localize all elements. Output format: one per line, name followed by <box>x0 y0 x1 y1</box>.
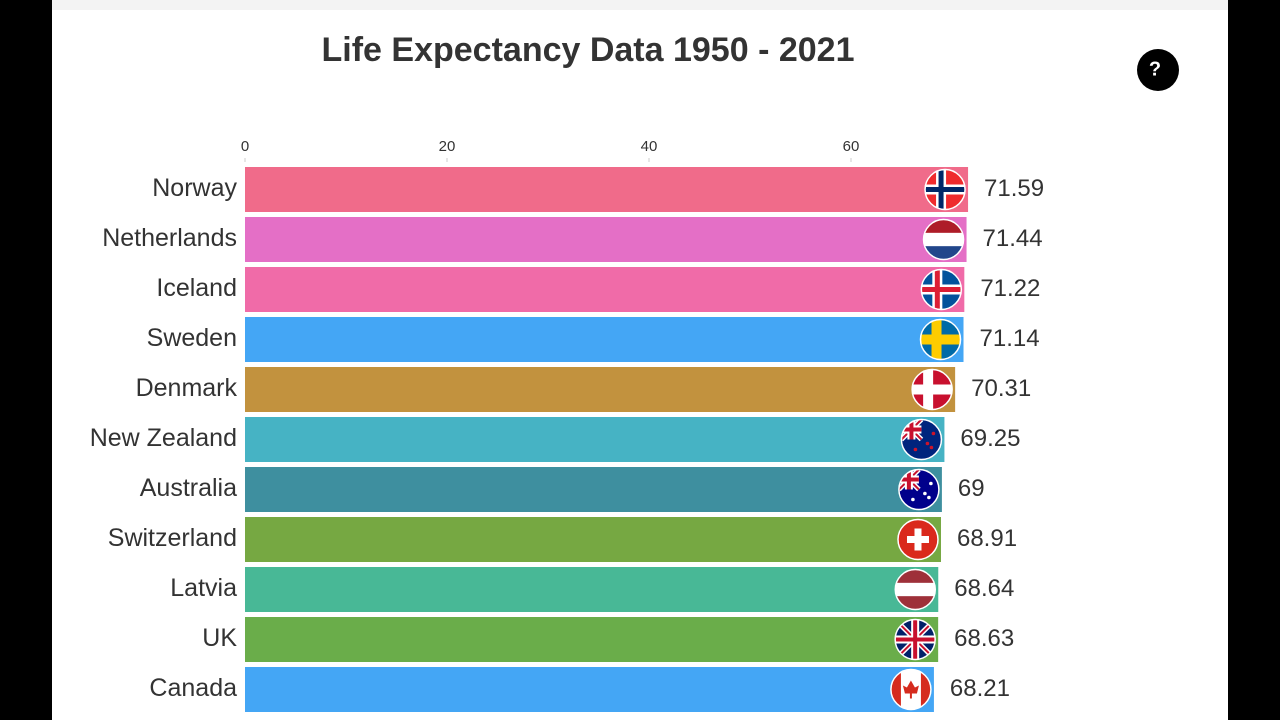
category-label: Netherlands <box>102 224 237 252</box>
category-label: New Zealand <box>90 424 237 452</box>
value-label: 71.22 <box>980 275 1040 302</box>
flag-outline <box>898 468 940 511</box>
flag-outline <box>922 218 965 261</box>
category-label: UK <box>202 624 237 652</box>
flag-cross <box>906 469 911 490</box>
flag-cross <box>909 419 914 440</box>
flag-star <box>923 491 927 496</box>
flag <box>921 269 962 310</box>
bar <box>245 467 942 512</box>
flag-cross <box>938 169 944 210</box>
value-label: 69 <box>958 475 985 502</box>
flag <box>925 169 966 210</box>
x-tick-label: 0 <box>241 138 249 155</box>
flag-cross <box>925 369 931 410</box>
flag-outline <box>894 568 937 611</box>
flag <box>912 369 953 410</box>
flag-cross <box>914 528 922 551</box>
flag <box>895 619 936 660</box>
value-label: 69.25 <box>960 425 1020 452</box>
x-tick-label: 20 <box>439 138 456 155</box>
flag-outline <box>897 518 939 561</box>
chart-title: Life Expectancy Data 1950 - 2021 <box>322 31 855 69</box>
bar <box>245 417 945 462</box>
category-label: Sweden <box>147 324 237 352</box>
flag-band <box>920 669 931 710</box>
x-tick-label: 40 <box>641 138 658 155</box>
flag-stripe <box>923 232 964 247</box>
value-label: 71.59 <box>984 175 1044 202</box>
flag-cross <box>912 387 953 392</box>
flag-cross <box>934 319 940 360</box>
value-label: 68.63 <box>954 625 1014 652</box>
category-label: Canada <box>149 674 237 702</box>
bar <box>245 267 965 312</box>
value-label: 68.21 <box>950 675 1010 702</box>
bar <box>245 217 967 262</box>
flag-outline <box>924 168 966 211</box>
bar <box>245 617 939 662</box>
top-strip <box>52 0 1228 10</box>
flag-cross <box>913 619 918 660</box>
flag-cross <box>920 337 961 342</box>
flag-outline <box>890 668 932 711</box>
flag-star <box>929 481 933 486</box>
flag-cross <box>925 187 966 192</box>
value-label: 70.31 <box>971 375 1031 402</box>
flag-outline <box>919 318 962 361</box>
flag-star <box>931 431 936 436</box>
value-label: 71.14 <box>980 325 1040 352</box>
flag-outline <box>900 418 943 461</box>
category-label: Norway <box>152 174 237 202</box>
bar <box>245 667 934 712</box>
flag-cross <box>921 287 962 292</box>
flag-star <box>911 497 915 502</box>
flag-outline <box>920 268 963 311</box>
bar <box>245 317 964 362</box>
value-label: 68.64 <box>954 575 1014 602</box>
flag-band <box>890 669 901 710</box>
flag-star <box>927 495 931 500</box>
category-label: Iceland <box>156 274 237 302</box>
category-label: Australia <box>140 474 237 502</box>
bar <box>245 517 941 562</box>
flag <box>890 669 931 710</box>
flag-stripe <box>895 582 936 597</box>
flag-star <box>925 441 930 446</box>
logo <box>1137 49 1179 91</box>
category-label: Switzerland <box>108 524 237 552</box>
x-tick-label: 60 <box>843 138 860 155</box>
flag <box>920 319 961 360</box>
bar <box>245 567 939 612</box>
category-label: Denmark <box>136 374 238 402</box>
flag-leaf <box>902 680 919 699</box>
value-label: 68.91 <box>957 525 1017 552</box>
value-label: 71.44 <box>983 225 1043 252</box>
bar <box>245 167 969 212</box>
flag-outline <box>911 368 953 411</box>
bar <box>245 367 956 412</box>
flag-cross <box>934 269 940 310</box>
flag-star <box>929 445 934 450</box>
flag-outline <box>894 618 936 661</box>
flag <box>898 469 939 510</box>
category-label: Latvia <box>170 574 237 602</box>
flag <box>897 519 938 560</box>
logo-text: ? <box>1149 58 1161 80</box>
flag-star <box>913 447 918 452</box>
